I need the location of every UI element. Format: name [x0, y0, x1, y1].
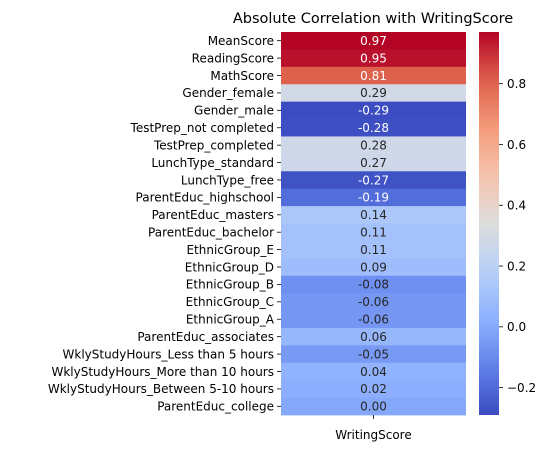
cell-annotation: 0.00 — [360, 400, 387, 414]
heatmap-cell — [281, 345, 466, 364]
heatmap-cell — [281, 310, 466, 329]
cell-annotation: -0.08 — [358, 278, 389, 292]
row-labels: MeanScore ReadingScore MathScore Gender_fem… — [48, 34, 281, 414]
cell-annotation: 0.97 — [360, 34, 387, 48]
heatmap-cell — [281, 206, 466, 224]
row-label: EthnicGroup_A — [186, 313, 275, 327]
colorbar-tick-label: 0.2 — [507, 259, 526, 273]
row-label: ParentEduc_associates — [137, 330, 274, 344]
cell-annotation: -0.06 — [358, 313, 389, 327]
row-label: MeanScore — [208, 34, 274, 48]
colorbar-tick-label: 0.0 — [507, 320, 526, 334]
heatmap-annotations: 0.97 0.95 0.81 0.29 -0.29 -0.28 0.28 0.27 -0.27 -… — [358, 34, 389, 414]
chart-title: Absolute Correlation with WritingScore — [233, 11, 513, 27]
row-label: ParentEduc_masters — [152, 208, 274, 222]
heatmap-cell — [281, 49, 466, 68]
row-label: ParentEduc_highschool — [136, 191, 274, 205]
row-label: ReadingScore — [192, 51, 274, 65]
heatmap-cell — [281, 119, 466, 137]
cell-annotation: 0.28 — [360, 138, 387, 152]
cell-annotation: 0.02 — [360, 382, 387, 396]
heatmap-cell — [281, 275, 466, 294]
row-label: TestPrep_not completed — [130, 121, 274, 135]
cell-annotation: -0.29 — [358, 104, 389, 118]
cell-annotation: -0.27 — [358, 173, 389, 187]
cell-annotation: 0.11 — [360, 226, 387, 240]
cell-annotation: 0.11 — [360, 243, 387, 257]
heatmap-cell — [281, 380, 466, 398]
cell-annotation: 0.06 — [360, 330, 387, 344]
row-label: ParentEduc_bachelor — [148, 226, 274, 240]
row-label: WklyStudyHours_Less than 5 hours — [63, 347, 275, 361]
row-label: ParentEduc_college — [157, 400, 274, 414]
heatmap-cell — [281, 240, 466, 259]
heatmap-cell — [281, 293, 466, 311]
heatmap-cell — [281, 223, 466, 242]
heatmap-cell — [281, 362, 466, 381]
colorbar: −0.2 0.0 0.2 0.4 0.6 0.8 — [479, 32, 536, 415]
heatmap-cell — [281, 327, 466, 346]
row-label: Gender_female — [182, 86, 274, 100]
cell-annotation: 0.95 — [360, 51, 387, 65]
colorbar-gradient — [479, 32, 499, 415]
heatmap-cell — [281, 101, 466, 120]
cell-annotation: -0.19 — [358, 191, 389, 205]
row-label: EthnicGroup_E — [186, 243, 274, 257]
colorbar-tick-label: 0.8 — [507, 77, 526, 91]
row-label: EthnicGroup_D — [185, 260, 274, 274]
heatmap-cell — [281, 84, 466, 103]
row-label: EthnicGroup_B — [186, 278, 274, 292]
heatmap-cell — [281, 171, 466, 190]
row-label: TestPrep_completed — [153, 138, 274, 152]
cell-annotation: 0.27 — [360, 156, 387, 170]
column-labels: WritingScore — [335, 415, 412, 442]
cell-annotation: -0.05 — [358, 347, 389, 361]
row-label: LunchType_free — [181, 173, 274, 187]
heatmap-cell — [281, 397, 466, 416]
row-label: LunchType_standard — [151, 156, 274, 170]
row-label: EthnicGroup_C — [186, 295, 274, 309]
row-label: WklyStudyHours_More than 10 hours — [51, 365, 274, 379]
heatmap-cells — [281, 32, 466, 416]
cell-annotation: 0.09 — [360, 260, 387, 274]
cell-annotation: -0.28 — [358, 121, 389, 135]
colorbar-tick-label: −0.2 — [507, 381, 536, 395]
heatmap-cell — [281, 66, 466, 85]
heatmap-cell — [281, 136, 466, 155]
colorbar-tick-label: 0.6 — [507, 138, 526, 152]
row-label: MathScore — [210, 69, 274, 83]
heatmap-cell — [281, 258, 466, 277]
heatmap-cell — [281, 188, 466, 207]
column-label: WritingScore — [335, 428, 411, 442]
colorbar-tick-label: 0.4 — [507, 199, 526, 213]
row-label: WklyStudyHours_Between 5-10 hours — [48, 382, 274, 396]
cell-annotation: -0.06 — [358, 295, 389, 309]
cell-annotation: 0.14 — [360, 208, 387, 222]
cell-annotation: 0.04 — [360, 365, 387, 379]
cell-annotation: 0.29 — [360, 86, 387, 100]
heatmap-cell — [281, 32, 466, 50]
heatmap-cell — [281, 153, 466, 172]
cell-annotation: 0.81 — [360, 69, 387, 83]
row-label: Gender_male — [194, 104, 274, 118]
